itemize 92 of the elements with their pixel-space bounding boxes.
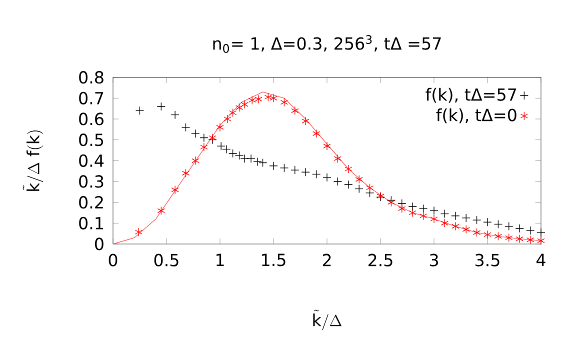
point: [280, 164, 289, 172]
point: [430, 206, 438, 215]
y-tick-label: 0.2: [79, 196, 103, 209]
point: [526, 235, 534, 244]
point: [452, 222, 460, 231]
y-tick-label: 0.8: [79, 71, 104, 84]
point: [216, 122, 224, 132]
point: [472, 216, 482, 224]
point: [451, 212, 460, 220]
point: [191, 129, 200, 138]
point: [418, 204, 428, 213]
point: [200, 133, 208, 142]
point: [280, 98, 288, 107]
point: [192, 156, 200, 165]
y-tick-label: 0.6: [79, 112, 104, 126]
point: [322, 172, 332, 182]
x-tick-label: 1.5: [262, 254, 286, 266]
point: [354, 184, 364, 194]
point: [526, 226, 535, 235]
point: [484, 230, 492, 239]
point: [248, 96, 256, 105]
point: [170, 110, 180, 120]
y-tick-label: 0: [95, 238, 104, 250]
chart-title: n$_{0}$= 1, Δ=0.3, 256$^{3}$, tΔ =57: [213, 35, 441, 53]
y-tick-label: 0.1: [79, 216, 103, 230]
point: [366, 183, 374, 192]
point: [494, 220, 503, 229]
point: [269, 162, 278, 170]
y-tick-label: 0.7: [79, 92, 104, 104]
point: [516, 234, 524, 244]
point: [264, 92, 272, 102]
point: [515, 224, 524, 233]
legend-label: f(k), tΔ=0: [436, 108, 516, 124]
point: [235, 103, 244, 112]
point: [134, 228, 142, 236]
point: [504, 222, 514, 231]
point: [334, 154, 342, 163]
y-tick-label: 0.5: [79, 134, 104, 146]
point: [182, 168, 190, 178]
x-tick-label: 3.5: [476, 254, 500, 266]
point: [200, 142, 208, 152]
point: [224, 114, 232, 124]
y-tick-label: 0.4: [79, 154, 104, 167]
x-tick-label: 4: [536, 254, 546, 266]
point: [408, 202, 417, 211]
point: [355, 175, 363, 184]
point: [291, 106, 299, 115]
point: [462, 225, 470, 234]
point: [483, 218, 492, 226]
point: [323, 142, 331, 150]
point: [171, 185, 179, 194]
x-tick-label: 0.5: [154, 254, 178, 266]
point: [258, 158, 268, 168]
y-tick-label: 0.3: [79, 175, 104, 188]
point: [254, 94, 262, 104]
point: [312, 170, 321, 179]
point: [157, 206, 165, 215]
point: [440, 218, 448, 228]
point: [135, 106, 144, 115]
x-tick-label: 0: [108, 254, 118, 266]
point: [312, 129, 320, 138]
point: [505, 233, 513, 242]
point: [536, 228, 546, 237]
point: [365, 188, 374, 198]
point: [398, 204, 406, 213]
point: [301, 168, 310, 176]
legend-label: f(k), tΔ=57: [426, 88, 516, 103]
x-axis-title: $\tilde{\mathrm{k}}/\Delta$: [313, 310, 342, 330]
point: [290, 166, 300, 174]
x-tick-label: 1: [216, 254, 224, 266]
x-tick-label: 2.5: [368, 254, 392, 266]
point: [229, 108, 237, 118]
point: [270, 94, 278, 102]
point: [344, 180, 353, 189]
x-tick-label: 2: [322, 254, 331, 266]
point: [462, 214, 470, 222]
point: [419, 212, 428, 220]
point: [344, 164, 352, 174]
point: [302, 116, 310, 126]
y-axis-title: $\tilde{\mathrm{k}}/\Delta\ \mathrm{f(k)}$: [22, 130, 44, 191]
point: [240, 100, 248, 109]
point: [472, 228, 481, 237]
point: [156, 102, 166, 111]
point: [430, 214, 438, 224]
point: [408, 208, 416, 218]
x-tick-label: 3: [430, 254, 438, 266]
point: [440, 209, 450, 218]
point: [494, 232, 502, 241]
point: [208, 133, 216, 142]
point: [537, 236, 545, 245]
point: [181, 122, 190, 132]
point: [333, 177, 342, 186]
